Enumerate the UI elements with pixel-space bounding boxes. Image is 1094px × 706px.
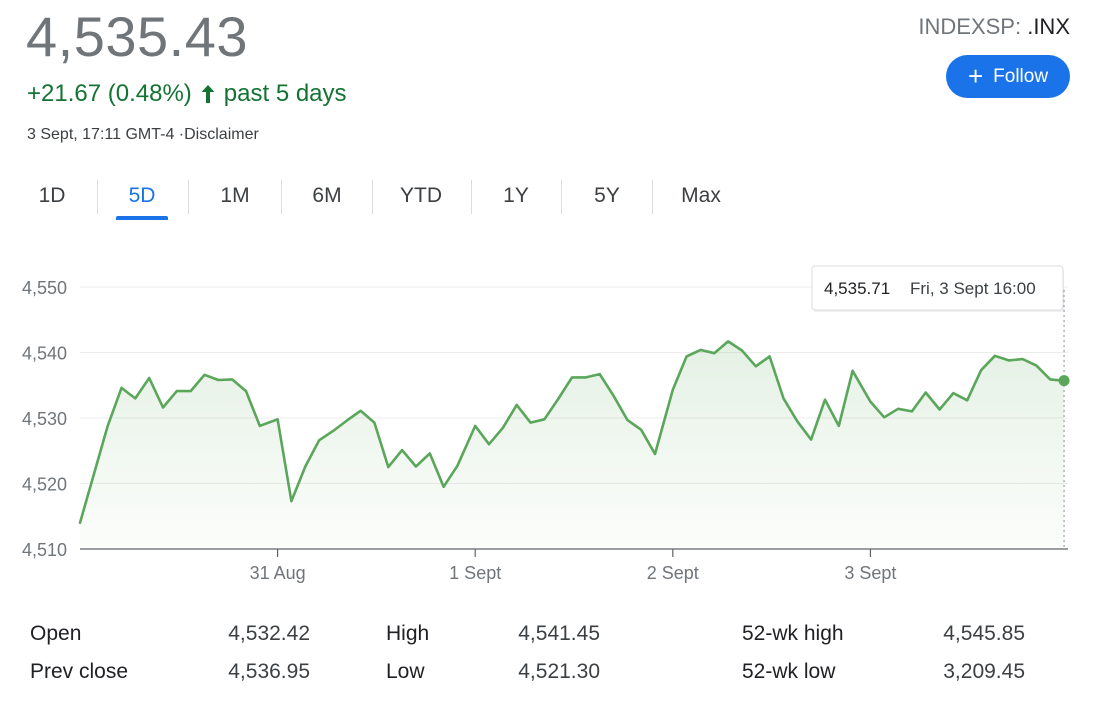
tab-divider: [281, 180, 282, 214]
stat-label-open: Open: [30, 622, 82, 645]
tab-1y[interactable]: 1Y: [503, 184, 529, 207]
tab-6m[interactable]: 6M: [312, 184, 342, 207]
stat-label-52wk-high: 52-wk high: [742, 622, 844, 645]
tab-divider: [188, 180, 189, 214]
follow-button[interactable]: + Follow: [946, 55, 1070, 98]
stat-label-high: High: [386, 622, 430, 645]
stat-value-52wk-high: 4,545.85: [943, 622, 1025, 645]
price-chart[interactable]: 4,510 4,520 4,530 4,540 4,550 31 Aug 1 Sept 2 S…: [0, 240, 1094, 600]
timestamp-text: 3 Sept, 17:11 GMT-4: [27, 126, 175, 143]
change-amount: +21.67 (0.48%): [27, 80, 192, 107]
plus-icon: +: [967, 60, 984, 91]
disclaimer-link[interactable]: ·Disclaimer: [178, 126, 259, 143]
stat-value-prev-close: 4,536.95: [228, 660, 310, 683]
tab-1m[interactable]: 1M: [220, 184, 250, 207]
x-tick-label: 2 Sept: [647, 563, 699, 583]
tab-1d[interactable]: 1D: [38, 184, 66, 207]
tab-ytd[interactable]: YTD: [400, 184, 442, 207]
tooltip-box: [811, 265, 1064, 311]
stat-label-prev-close: Prev close: [30, 660, 129, 683]
range-tabs: 1D 5D 1M 6M YTD 1Y 5Y Max: [0, 178, 760, 220]
tab-divider: [652, 180, 653, 214]
timestamp: 3 Sept, 17:11 GMT-4 ·Disclaimer: [27, 126, 259, 144]
price-value: 4,535.43: [26, 5, 248, 68]
y-tick-label: 4,550: [22, 278, 67, 298]
arrow-up-icon: [201, 85, 215, 103]
change-period: past 5 days: [223, 80, 347, 107]
follow-label: Follow: [993, 65, 1049, 87]
stat-value-open: 4,532.42: [228, 622, 310, 645]
ticker-prefix: INDEXSP:: [918, 14, 1028, 39]
tab-divider: [561, 180, 562, 214]
stat-value-high: 4,541.45: [518, 622, 600, 645]
hover-point: [1058, 375, 1070, 387]
stat-value-low: 4,521.30: [518, 660, 600, 683]
key-stats: Open 4,532.42 Prev close 4,536.95 High 4…: [0, 612, 1094, 702]
stat-label-52wk-low: 52-wk low: [742, 660, 836, 683]
ticker-symbol: INDEXSP: .INX: [918, 14, 1070, 40]
series-line: [78, 340, 1066, 525]
y-tick-label: 4,520: [22, 475, 67, 495]
tooltip-time: Fri, 3 Sept 16:00: [910, 279, 1036, 298]
tab-5d[interactable]: 5D: [116, 178, 168, 220]
stat-label-low: Low: [386, 660, 425, 683]
price-change: +21.67 (0.48%) past 5 days: [27, 80, 347, 108]
x-tick-label: 31 Aug: [250, 563, 306, 583]
tooltip-value: 4,535.71: [824, 279, 890, 298]
y-tick-label: 4,510: [22, 540, 67, 560]
ticker-code: .INX: [1027, 14, 1070, 39]
x-tick-label: 3 Sept: [844, 563, 896, 583]
tab-divider: [471, 180, 472, 214]
y-tick-label: 4,530: [22, 409, 67, 429]
tab-divider: [372, 180, 373, 214]
tab-divider: [97, 180, 98, 214]
tab-5y[interactable]: 5Y: [594, 184, 620, 207]
series-area: [80, 341, 1064, 549]
x-tick-label: 1 Sept: [449, 563, 501, 583]
stat-value-52wk-low: 3,209.45: [943, 660, 1025, 683]
y-tick-label: 4,540: [22, 344, 67, 364]
tab-max[interactable]: Max: [681, 184, 721, 207]
